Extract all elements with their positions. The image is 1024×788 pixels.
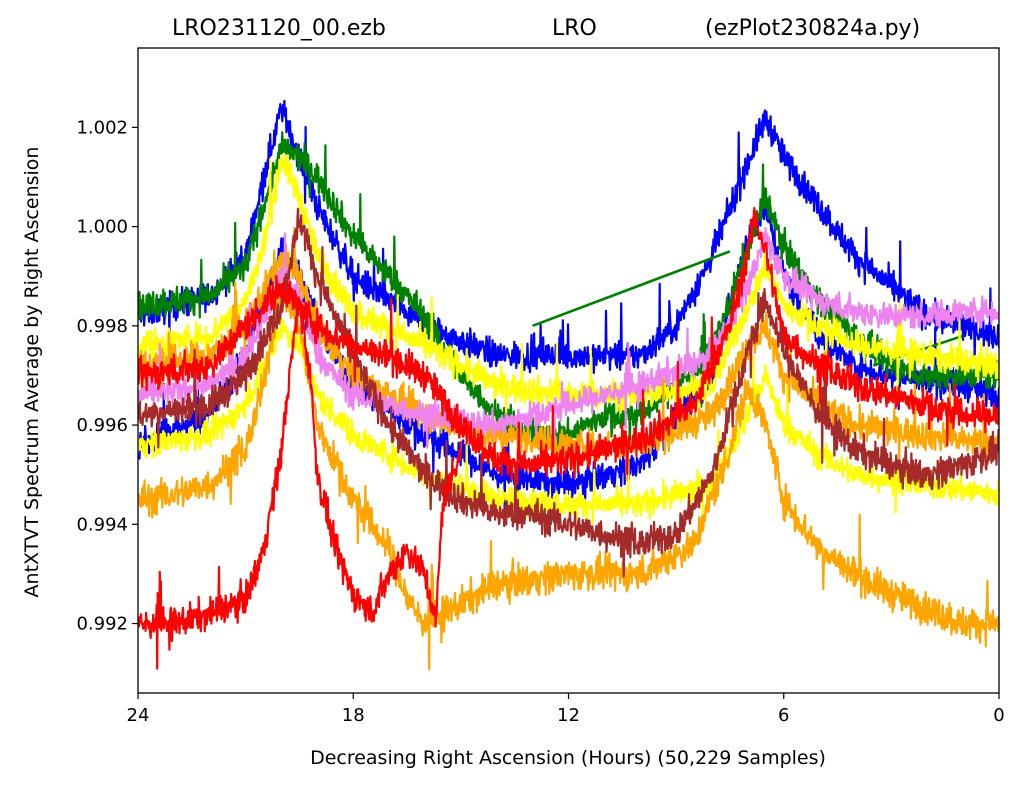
series-layer	[138, 99, 999, 671]
y-axis-label: AntXTVT Spectrum Average by Right Ascens…	[21, 147, 43, 598]
series-line-12	[138, 206, 999, 486]
series-line-4	[532, 250, 731, 328]
y-tick-label: 1.000	[76, 217, 128, 238]
x-tick-label: 24	[127, 705, 150, 726]
x-tick-label: 18	[342, 705, 365, 726]
x-axis-label: Decreasing Right Ascension (Hours) (50,2…	[310, 747, 826, 769]
chart-title-left: LRO231120_00.ezb	[172, 16, 386, 41]
chart-title-right: (ezPlot230824a.py)	[705, 16, 921, 41]
y-tick-label: 0.996	[76, 415, 128, 436]
x-tick-label: 6	[778, 705, 789, 726]
y-axis: 0.992 0.994 0.996 0.998 1.000 1.002	[76, 117, 138, 635]
series-line-13	[138, 299, 462, 670]
series-line-1	[138, 99, 999, 375]
series-line-7	[138, 317, 999, 525]
series-line-2	[138, 197, 999, 519]
y-tick-label: 0.992	[76, 614, 128, 635]
x-axis: 24 18 12 6 0	[127, 693, 1005, 726]
chart-title-middle: LRO	[552, 16, 597, 41]
y-tick-label: 0.998	[76, 316, 128, 337]
x-tick-label: 12	[557, 705, 580, 726]
y-tick-label: 0.994	[76, 514, 128, 535]
x-tick-label: 0	[993, 705, 1004, 726]
y-tick-label: 1.002	[76, 117, 128, 138]
series-line-11	[138, 207, 999, 578]
series-line-10	[138, 227, 999, 449]
